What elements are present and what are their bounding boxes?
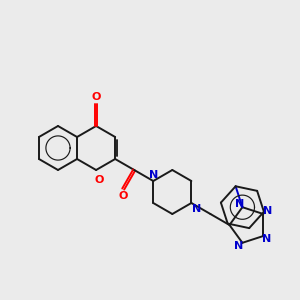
Text: O: O xyxy=(118,191,128,201)
Text: N: N xyxy=(234,241,243,251)
Text: N: N xyxy=(263,206,272,216)
Text: N: N xyxy=(235,199,244,209)
Text: O: O xyxy=(92,92,101,102)
Text: N: N xyxy=(192,204,202,214)
Text: O: O xyxy=(94,175,104,185)
Text: N: N xyxy=(148,170,158,180)
Text: N: N xyxy=(262,234,271,244)
